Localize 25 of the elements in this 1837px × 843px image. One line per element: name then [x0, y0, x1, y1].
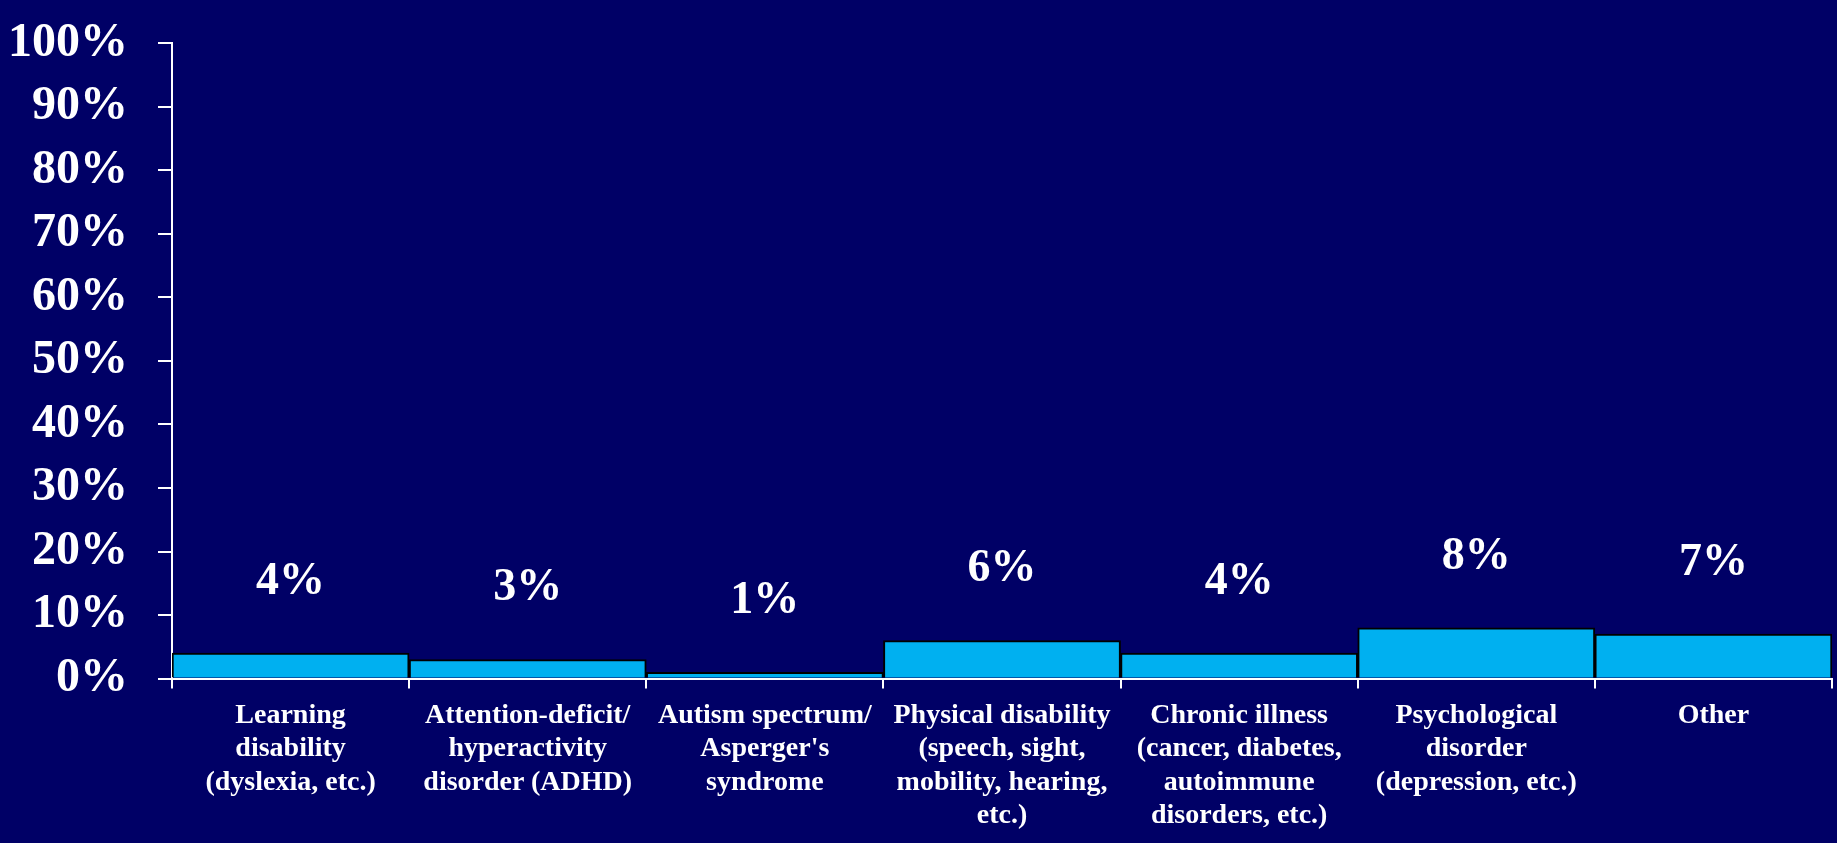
y-tick-label: 0%: [56, 648, 128, 702]
data-label: 6%: [967, 540, 1037, 592]
x-tick-label: Psychological disorder (depression, etc.): [1375, 697, 1577, 796]
y-tick-label: 50%: [32, 330, 128, 384]
x-tick-label: Autism spectrum/Asperger's syndrome: [657, 697, 874, 796]
x-tick-label: Chronic illness (cancer, diabetes, autoimmune disorders, etc.): [1136, 697, 1342, 830]
y-tick-label: 100%: [8, 12, 128, 66]
y-tick-label: 80%: [32, 139, 128, 193]
y-tick-label: 40%: [32, 393, 128, 447]
data-label: 4%: [256, 553, 326, 605]
x-tick-label: Attention-deficit/hyperactivity disorder (ADHD): [423, 697, 633, 796]
data-label: 3%: [493, 559, 563, 611]
x-tick-label: Physical disability (speech, sight, mobility, hearing, etc.): [893, 697, 1111, 830]
y-tick-label: 30%: [32, 457, 128, 511]
data-label: 1%: [730, 572, 800, 624]
y-tick-label: 70%: [32, 203, 128, 257]
y-tick-label: 10%: [32, 584, 128, 638]
y-tick-label: 60%: [32, 266, 128, 320]
x-tick-label: Learning disability (dyslexia, etc.): [205, 697, 376, 796]
y-tick-label: 20%: [32, 520, 128, 574]
data-label: 8%: [1441, 527, 1511, 579]
data-label: 7%: [1678, 534, 1748, 586]
data-label: 4%: [1204, 553, 1274, 605]
y-tick-label: 90%: [32, 76, 128, 130]
x-tick-label: Other: [1677, 697, 1750, 729]
